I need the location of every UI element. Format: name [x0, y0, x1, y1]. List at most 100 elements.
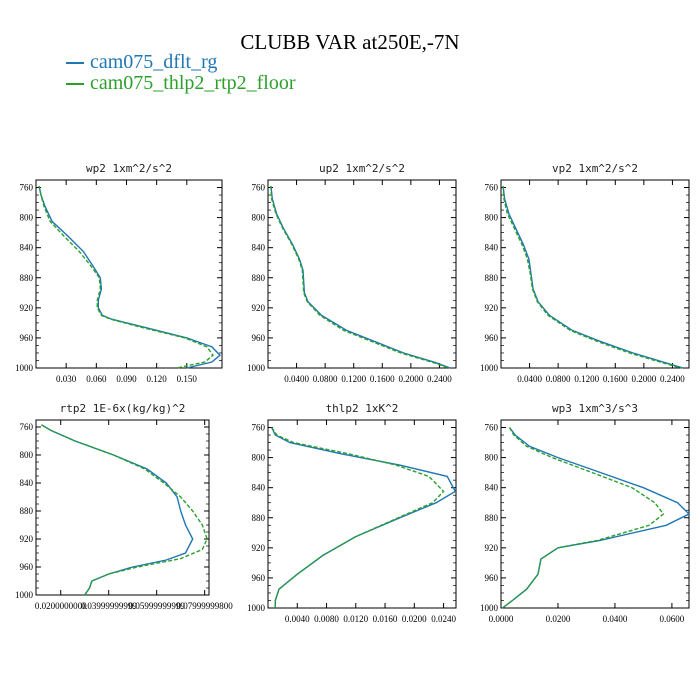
series-line-1 [501, 427, 691, 609]
series-line-2 [502, 185, 682, 369]
x-tick-label: 0.0800 [546, 374, 571, 384]
x-tick-label: 0.090 [116, 374, 137, 384]
y-tick-label: 960 [252, 333, 266, 343]
legend-line-icon [66, 62, 84, 65]
y-tick-label: 920 [485, 543, 499, 553]
panel-2: up2 1xm^2/s^2 760 800 840 880 920 960 1000 0.040… [247, 162, 457, 384]
legend-entry-1: cam075_dflt_rg [66, 51, 217, 74]
x-tick-label: 0.03999999999 [81, 601, 138, 611]
x-tick-label: 0.0000 [489, 614, 514, 624]
y-tick-label: 1000 [247, 603, 266, 613]
y-tick-label: 880 [20, 506, 34, 516]
y-tick-label: 800 [485, 213, 499, 223]
y-tick-label: 800 [252, 453, 266, 463]
panel-title: thlp2 1xK^2 [326, 402, 399, 415]
legend-entry-2: cam075_thlp2_rtp2_floor [66, 72, 296, 95]
series-line-2 [270, 185, 449, 369]
y-tick-label: 840 [485, 243, 499, 253]
panel-3: vp2 1xm^2/s^2 760 800 840 880 920 960 1000 0.040… [480, 162, 690, 384]
x-tick-label: 0.120 [147, 374, 168, 384]
x-tick-label: 0.1600 [603, 374, 628, 384]
plot-frame [267, 419, 457, 609]
y-tick-label: 1000 [15, 590, 34, 600]
x-tick-label: 0.0040 [285, 614, 310, 624]
y-tick-label: 960 [20, 333, 34, 343]
x-tick-label: 0.2400 [660, 374, 685, 384]
y-tick-label: 760 [20, 422, 34, 432]
legend-label: cam075_dflt_rg [90, 51, 218, 73]
x-tick-label: 0.0400 [517, 374, 542, 384]
y-tick-label: 960 [252, 573, 266, 583]
series-line-2 [41, 424, 208, 596]
y-tick-label: 880 [252, 513, 266, 523]
series-line-2 [38, 185, 214, 369]
x-tick-label: 0.0160 [373, 614, 398, 624]
panel-4: rtp2 1E-6x(kg/kg)^2 760 800 840 880 920 960 100… [15, 402, 233, 611]
y-tick-label: 760 [252, 183, 266, 193]
legend-label: cam075_thlp2_rtp2_floor [90, 72, 296, 94]
x-tick-label: 0.0120 [343, 614, 368, 624]
y-tick-label: 760 [20, 183, 34, 193]
y-tick-label: 840 [252, 483, 266, 493]
y-tick-label: 920 [20, 303, 34, 313]
x-tick-label: 0.0800 [313, 374, 338, 384]
panel-6: wp3 1xm^3/s^3 760 800 840 880 920 960 10000.000… [480, 402, 691, 624]
y-tick-label: 840 [20, 478, 34, 488]
y-tick-label: 760 [252, 423, 266, 433]
y-tick-label: 880 [485, 513, 499, 523]
x-tick-label: 0.030 [56, 374, 77, 384]
x-tick-label: 0.1600 [370, 374, 395, 384]
series-line-1 [38, 185, 222, 369]
x-tick-label: 0.0240 [431, 614, 456, 624]
x-tick-label: 0.2000 [631, 374, 656, 384]
x-tick-label: 0.0400 [284, 374, 309, 384]
panel-title: rtp2 1E-6x(kg/kg)^2 [60, 402, 186, 415]
y-tick-label: 880 [252, 273, 266, 283]
y-tick-label: 1000 [480, 363, 499, 373]
y-tick-label: 840 [20, 243, 34, 253]
x-tick-label: 0.0200 [546, 614, 571, 624]
y-tick-label: 840 [252, 243, 266, 253]
y-tick-label: 960 [485, 573, 499, 583]
panel-1: wp2 1xm^2/s^2 760 800 840 880 920 960 1000 0.030… [15, 162, 223, 384]
y-tick-label: 1000 [480, 603, 499, 613]
x-tick-label: 0.0600 [660, 614, 685, 624]
y-tick-label: 760 [485, 423, 499, 433]
y-tick-label: 800 [252, 213, 266, 223]
plot-frame [35, 179, 223, 369]
y-tick-label: 800 [20, 450, 34, 460]
y-tick-label: 920 [252, 303, 266, 313]
x-tick-label: 0.150 [177, 374, 198, 384]
chart-title: CLUBB VAR at250E,-7N [240, 30, 460, 54]
y-tick-label: 920 [485, 303, 499, 313]
y-tick-label: 960 [20, 562, 34, 572]
legend-line-icon [66, 83, 84, 86]
x-tick-label: 0.0080 [314, 614, 339, 624]
panel-title: wp3 1xm^3/s^3 [552, 402, 638, 415]
x-tick-label: 0.1200 [574, 374, 599, 384]
y-tick-label: 760 [485, 183, 499, 193]
plot-frame [267, 179, 457, 369]
panel-5: thlp2 1xK^2 760 800 840 880 920 960 1000 0.0040 0… [247, 402, 457, 624]
series-line-2 [501, 427, 665, 609]
x-tick-label: 0.0200 [402, 614, 427, 624]
y-tick-label: 1000 [247, 363, 266, 373]
panel-title: wp2 1xm^2/s^2 [86, 162, 172, 175]
x-tick-label: 0.0200000000 [35, 601, 87, 611]
y-tick-label: 800 [20, 213, 34, 223]
x-tick-label: 0.0400 [603, 614, 628, 624]
plot-frame [35, 419, 210, 596]
series-line-1 [270, 185, 451, 369]
x-tick-label: 0.1200 [341, 374, 366, 384]
y-tick-label: 880 [20, 273, 34, 283]
plot-frame [500, 419, 690, 609]
plot-frame [500, 179, 690, 369]
series-line-1 [502, 185, 684, 369]
panel-title: up2 1xm^2/s^2 [319, 162, 405, 175]
y-tick-label: 880 [485, 273, 499, 283]
y-tick-label: 960 [485, 333, 499, 343]
series-line-1 [271, 427, 457, 608]
y-tick-label: 840 [485, 483, 499, 493]
panel-title: vp2 1xm^2/s^2 [552, 162, 638, 175]
